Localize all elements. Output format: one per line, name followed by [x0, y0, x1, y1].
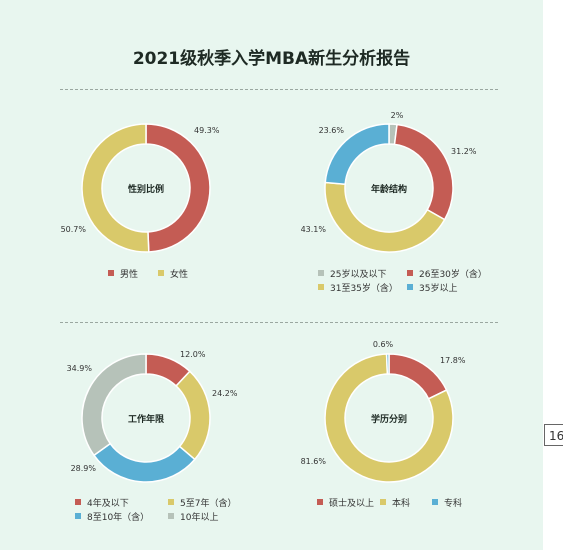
donut-0-data-label-0: 49.3%	[194, 126, 220, 135]
donut-1-legend-swatch-1	[407, 270, 413, 276]
donut-3-data-label-0: 17.8%	[440, 356, 466, 365]
donut-3-legend-swatch-1	[380, 499, 386, 505]
donut-0-legend-item-1: 女性	[158, 267, 188, 280]
donut-3-legend-item-2: 专科	[432, 496, 462, 509]
donut-1-legend-swatch-0	[318, 270, 324, 276]
donut-3-legend-label-0: 硕士及以上	[329, 499, 375, 509]
donut-1-center-title: 年龄结构	[371, 183, 407, 195]
donut-3-legend-label-1: 本科	[392, 499, 411, 509]
donut-1-legend-label-1: 26至30岁（含）	[419, 270, 487, 280]
donut-1-legend-item-3: 35岁以上	[407, 281, 457, 294]
donut-0-center-title: 性别比例	[128, 183, 164, 195]
donut-2-data-label-1: 24.2%	[212, 389, 238, 398]
donut-3-legend-swatch-2	[432, 499, 438, 505]
donut-2-legend-item-3: 10年以上	[168, 510, 218, 523]
report-title: 2021级秋季入学MBA新生分析报告	[132, 49, 411, 69]
donut-2-slice-3	[81, 353, 147, 457]
donut-2-legend-label-1: 5至7年（含）	[180, 499, 237, 509]
donut-2-legend-label-0: 4年及以下	[87, 499, 129, 509]
donut-2-slice-2	[92, 442, 196, 483]
donut-2-legend-item-0: 4年及以下	[75, 496, 129, 509]
donut-3-slice-1	[324, 353, 454, 483]
donut-1-legend-label-2: 31至35岁（含）	[330, 284, 398, 294]
donut-2-slice-1	[175, 370, 211, 461]
donut-0-legend-label-1: 女性	[170, 270, 189, 280]
donut-0-legend-item-0: 男性	[108, 267, 138, 280]
donut-1-legend-swatch-2	[318, 284, 324, 290]
donut-2-center-title: 工作年限	[128, 413, 165, 425]
side-page-box[interactable]: 16	[544, 424, 563, 446]
donut-1-data-label-0: 2%	[391, 111, 404, 120]
donut-2-data-label-0: 12.0%	[180, 350, 206, 359]
donut-0-slice-0	[145, 123, 211, 253]
donut-1-legend-label-3: 35岁以上	[419, 284, 458, 294]
donut-3-center-title: 学历分别	[371, 413, 407, 425]
donut-0-data-label-1: 50.7%	[61, 225, 87, 234]
donut-3-legend-item-1: 本科	[380, 496, 410, 509]
donut-1-slice-1	[393, 123, 454, 221]
donut-1-data-label-3: 23.6%	[319, 126, 345, 135]
donut-0-slice-1	[81, 123, 150, 253]
report-panel: 2021级秋季入学MBA新生分析报告	[0, 0, 543, 550]
donut-2-legend-label-3: 10年以上	[180, 513, 219, 523]
donut-1-slice-2	[324, 181, 446, 253]
donut-0-legend-swatch-0	[108, 270, 114, 276]
donut-3-data-label-2: 0.6%	[373, 340, 394, 349]
donut-2-data-label-3: 34.9%	[67, 364, 93, 373]
top-divider	[60, 89, 498, 90]
donut-2-legend-swatch-3	[168, 513, 174, 519]
donut-1-legend-label-0: 25岁以及以下	[330, 270, 387, 280]
donut-1-legend-item-2: 31至35岁（含）	[318, 281, 398, 294]
middle-divider	[60, 322, 498, 323]
donut-1-data-label-1: 31.2%	[451, 147, 477, 156]
donut-0-legend-label-0: 男性	[120, 270, 139, 280]
donut-2-legend-item-1: 5至7年（含）	[168, 496, 236, 509]
donut-2-legend-swatch-2	[75, 513, 81, 519]
donut-3-legend-swatch-0	[317, 499, 323, 505]
donut-2-legend-label-2: 8至10年（含）	[87, 513, 150, 523]
donut-2-legend-swatch-0	[75, 499, 81, 505]
donut-3-legend-label-2: 专科	[444, 499, 463, 509]
donut-1-data-label-2: 43.1%	[301, 225, 327, 234]
donut-2-legend-item-2: 8至10年（含）	[75, 510, 149, 523]
donut-1-legend-item-0: 25岁以及以下	[318, 267, 386, 280]
donut-2-legend-swatch-1	[168, 499, 174, 505]
donut-2-data-label-2: 28.9%	[71, 464, 97, 473]
donut-3-slice-2	[385, 353, 390, 375]
donut-3-data-label-1: 81.6%	[301, 457, 327, 466]
donut-3-slice-0	[388, 353, 448, 400]
donut-0-legend-swatch-1	[158, 270, 164, 276]
donut-1-slice-3	[324, 123, 390, 186]
donut-1-legend-swatch-3	[407, 284, 413, 290]
donut-1-legend-item-1: 26至30岁（含）	[407, 267, 487, 280]
donut-3-legend-item-0: 硕士及以上	[317, 496, 374, 509]
